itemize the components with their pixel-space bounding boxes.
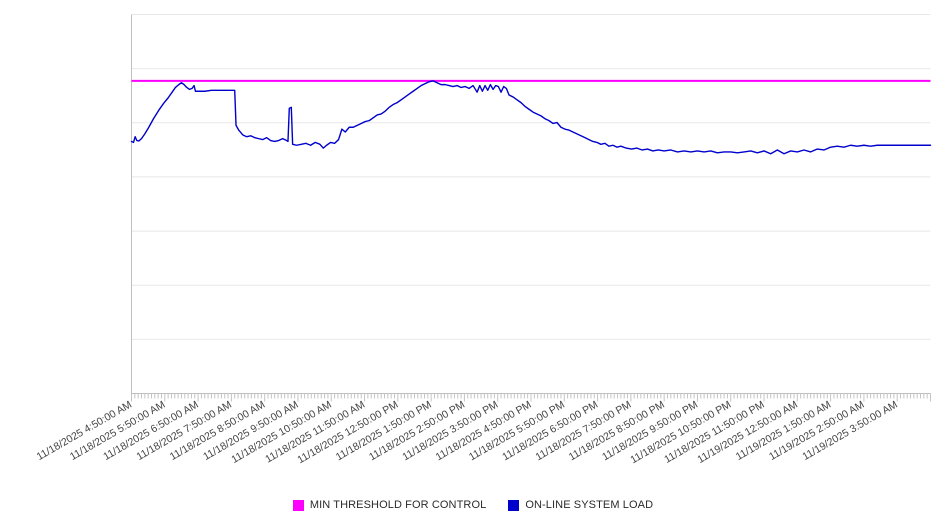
gridlines-group (131, 14, 931, 394)
legend-swatch-icon-threshold (292, 499, 304, 511)
x-axis-ticks (131, 393, 931, 402)
legend-label-threshold: MIN THRESHOLD FOR CONTROL (309, 498, 487, 511)
legend-item-min-threshold-for-control[interactable]: MIN THRESHOLD FOR CONTROL (292, 498, 487, 511)
series-on-line-system-load (130, 80, 932, 155)
chart-legend: MIN THRESHOLD FOR CONTROL ON-LINE SYSTEM… (0, 494, 946, 516)
legend-item-on-line-system-load[interactable]: ON-LINE SYSTEM LOAD (508, 498, 654, 511)
load-line (130, 80, 932, 155)
legend-swatch-icon-load (508, 499, 520, 511)
legend-label-load: ON-LINE SYSTEM LOAD (525, 498, 654, 511)
